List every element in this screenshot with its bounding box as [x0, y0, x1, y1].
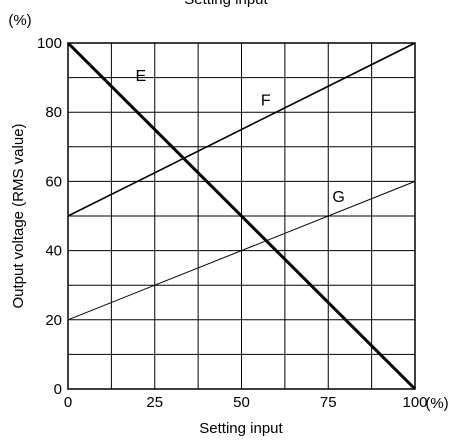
series-lines — [66, 41, 417, 391]
y-tick-label: 80 — [45, 104, 62, 121]
y-tick-label: 20 — [45, 312, 62, 329]
y-tick-label: 100 — [37, 35, 62, 52]
x-tick-label: 75 — [320, 394, 337, 411]
x-tick-label: 100 — [402, 394, 427, 411]
y-tick-label: 40 — [45, 243, 62, 260]
series-line-g — [67, 180, 416, 321]
series-line-e — [66, 41, 417, 391]
x-tick-labels: 0 25 50 75 100 — [64, 394, 428, 411]
x-axis-title: Setting input — [199, 420, 283, 437]
top-caption: Setting input — [184, 0, 268, 8]
series-labels: E F G — [136, 68, 345, 206]
y-tick-label: 60 — [45, 173, 62, 190]
y-tick-label: 0 — [54, 381, 62, 398]
x-tick-label: 25 — [146, 394, 163, 411]
x-tick-label: 50 — [233, 394, 250, 411]
series-label-f: F — [261, 92, 271, 109]
series-line-f — [67, 42, 416, 217]
series-label-e: E — [136, 68, 147, 85]
y-tick-labels: 0 20 40 60 80 100 — [37, 35, 62, 398]
series-label-g: G — [332, 189, 344, 206]
x-tick-label: 0 — [64, 394, 72, 411]
x-unit-label: (%) — [425, 395, 448, 412]
y-axis-title: Output voltage (RMS value) — [10, 123, 27, 308]
y-unit-label: (%) — [8, 12, 31, 29]
